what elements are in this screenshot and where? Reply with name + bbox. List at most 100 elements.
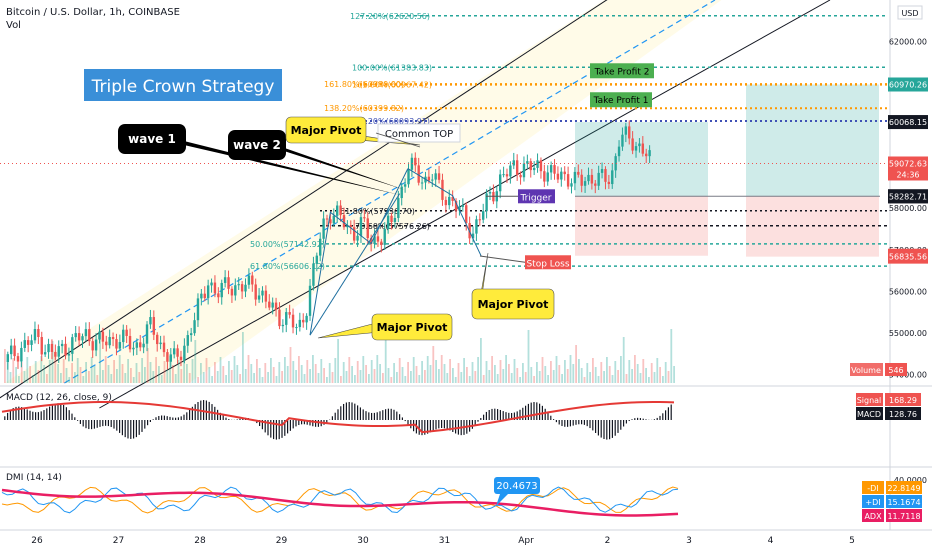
candle-body — [227, 277, 230, 289]
volume-bar — [499, 360, 502, 383]
volume-bar — [354, 375, 356, 383]
volume-bar — [197, 377, 199, 383]
candle-body — [200, 293, 203, 299]
currency-box — [897, 5, 923, 20]
symbol-title: Bitcoin / U.S. Dollar, 1h, COINBASE — [6, 7, 180, 18]
vol-label: Vol — [6, 20, 21, 31]
candle-body — [71, 337, 74, 354]
volume-bar — [533, 376, 535, 383]
volume-bar — [365, 365, 367, 383]
volume-bar — [594, 367, 597, 383]
volume-bar — [564, 360, 566, 383]
volume-bar — [460, 372, 463, 383]
x-tick-label: 30 — [357, 536, 369, 546]
dmi-tag-value-box — [886, 509, 922, 522]
fib-level-label: 127.20%(60093.91) — [350, 117, 430, 126]
volume-bar — [230, 370, 233, 383]
volume-bar — [510, 373, 513, 383]
candle-body — [305, 315, 308, 323]
volume-bar — [415, 366, 418, 383]
volume-bar — [620, 356, 622, 383]
candle-body — [594, 183, 597, 186]
volume-bar — [575, 345, 577, 383]
volume-bar — [516, 368, 519, 383]
dmi-tag-label: ADX — [864, 512, 882, 521]
volume-bar — [160, 375, 163, 383]
volume-bar — [359, 370, 362, 383]
volume-bar — [482, 375, 485, 383]
candle-body — [77, 333, 81, 341]
candle-body — [638, 143, 641, 147]
candle-body — [397, 198, 400, 218]
candle-body — [128, 336, 132, 350]
candle-body — [502, 174, 505, 176]
volume-bar — [104, 356, 107, 383]
volume-bar — [183, 355, 185, 383]
volume-bar — [214, 362, 216, 383]
wave-path-2 — [407, 168, 482, 257]
volume-bar — [398, 358, 401, 383]
price-tag-box — [888, 249, 928, 264]
candle-body — [590, 174, 594, 184]
dmi-tag-label: +DI — [865, 498, 880, 507]
volume-bar — [40, 356, 43, 383]
candle-body — [118, 342, 122, 349]
common-top-label: Common TOP — [385, 129, 453, 140]
candle-body — [356, 235, 359, 241]
candle-body — [543, 171, 546, 182]
dmi-tag-label-box — [862, 509, 884, 522]
price-tag-label: 59072.63 — [889, 159, 927, 168]
volume-bar — [513, 359, 516, 383]
volume-bar — [664, 362, 667, 383]
dmi-tag-value-box — [886, 495, 922, 508]
volume-bar — [670, 329, 673, 383]
candle-body — [135, 342, 139, 348]
volume-bar — [412, 357, 415, 383]
candle-body — [434, 173, 437, 180]
fib-level-label: 100.00%(61383.83) — [352, 63, 432, 72]
volume-bar — [186, 364, 188, 383]
volume-bar — [368, 374, 370, 383]
fib-level-label: 61.80%(56606.12) — [250, 262, 325, 271]
volume-bar — [130, 368, 132, 383]
candle-body — [451, 196, 454, 201]
candle-body — [335, 205, 339, 216]
candle-body — [478, 219, 482, 221]
volume-bar — [146, 348, 149, 383]
volume-bar — [592, 358, 594, 383]
pivot-box — [371, 313, 453, 341]
candle-body — [369, 238, 373, 244]
volume-bar — [477, 357, 479, 383]
volume-bar — [317, 373, 320, 383]
volume-bar — [362, 356, 365, 383]
candle-body — [302, 319, 305, 323]
volume-bar — [18, 376, 20, 383]
candle-body — [641, 143, 645, 154]
volume-bar — [636, 364, 639, 383]
major-pivot-low: Major Pivot — [317, 313, 453, 341]
volume-bar — [578, 359, 580, 383]
channel-upper-line — [0, 0, 608, 399]
wave2-callout: wave 2 — [228, 130, 405, 190]
volume-bar — [228, 361, 230, 383]
volume-bar — [466, 367, 468, 383]
candle-body — [570, 183, 573, 187]
candle-body — [6, 354, 9, 363]
candle-body — [339, 205, 342, 216]
volume-bar — [163, 361, 166, 383]
dmi-bubble-box — [494, 477, 540, 494]
volume-bar — [586, 363, 589, 383]
candle-body — [13, 345, 16, 357]
candle-body — [278, 309, 281, 327]
candle-body — [465, 205, 468, 224]
macd-macd-label: MACD — [857, 410, 881, 419]
candle-body — [176, 348, 179, 357]
candle-body — [322, 218, 325, 239]
candle-body — [261, 290, 264, 296]
volume-bar — [443, 364, 446, 383]
fib-level-label: 50.00%(57142.92) — [250, 240, 325, 249]
candle-body — [539, 160, 543, 172]
volume-bar — [673, 366, 675, 383]
